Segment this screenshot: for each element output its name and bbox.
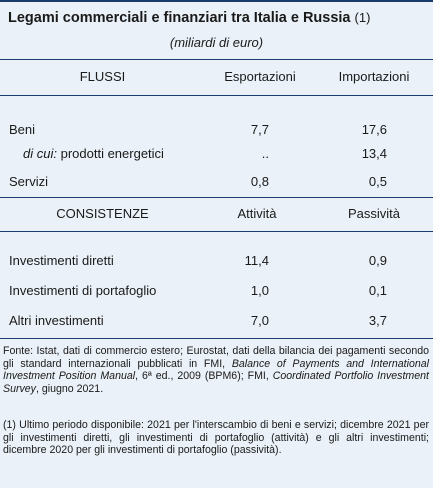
row-label-energetici: di cui: prodotti energetici [23,146,164,161]
rule-consistenze-header [0,231,433,232]
di-cui-label: di cui: [23,146,57,161]
source-part3: , giugno 2021. [35,382,104,395]
consistenze-col-assets: Attività [237,206,277,221]
top-border [0,0,433,2]
flussi-header: FLUSSI [79,69,126,84]
row-label-portafoglio: Investimenti di portafoglio [9,283,157,298]
row-label-beni: Beni [9,122,36,137]
flussi-col-imports: Importazioni [338,69,410,84]
consistenze-header: CONSISTENZE [56,206,149,221]
flussi-col-exports: Esportazioni [224,69,296,84]
source-note: Fonte: Istat, dati di commercio estero; … [3,345,429,395]
source-part1: Fonte: Istat, dati di commercio estero; … [3,345,429,370]
footnote: (1) Ultimo periodo disponibile: 2021 per… [3,419,429,457]
servizi-imports: 0,5 [368,174,387,189]
rule-header-top [0,59,433,60]
source-italic1: Balance of Payments and International In… [3,357,429,383]
rule-consistenze-top [0,197,433,198]
altri-assets: 7,0 [250,313,269,328]
rule-flussi-header [0,95,433,96]
row-label-altri: Altri investimenti [9,313,104,328]
source-italic2: Coordinated Portfolio Investment Survey [3,370,429,395]
row-label-diretti: Investimenti diretti [9,253,114,268]
rule-table-bottom [0,338,433,339]
beni-exports: 7,7 [250,122,269,137]
diretti-liabilities: 0,9 [368,253,387,268]
diretti-assets: 11,4 [244,253,269,268]
portafoglio-assets: 1,0 [250,283,269,298]
row-label-servizi: Servizi [9,174,49,189]
title-text: Legami commerciali e finanziari tra Ital… [8,10,351,26]
source-part2: , 6ª ed., 2009 (BPM6); FMI, [135,370,269,383]
portafoglio-liabilities: 0,1 [368,283,387,298]
consistenze-col-liabilities: Passività [347,206,401,221]
energetici-imports: 13,4 [361,146,387,161]
table-title: Legami commerciali e finanziari tra Ital… [8,10,428,26]
beni-imports: 17,6 [361,122,387,137]
altri-liabilities: 3,7 [368,313,387,328]
energetici-label: prodotti energetici [60,146,164,161]
table-subtitle: (miliardi di euro) [169,35,264,50]
servizi-exports: 0,8 [250,174,269,189]
title-note: (1) [354,10,371,25]
energetici-exports: .. [261,146,269,161]
